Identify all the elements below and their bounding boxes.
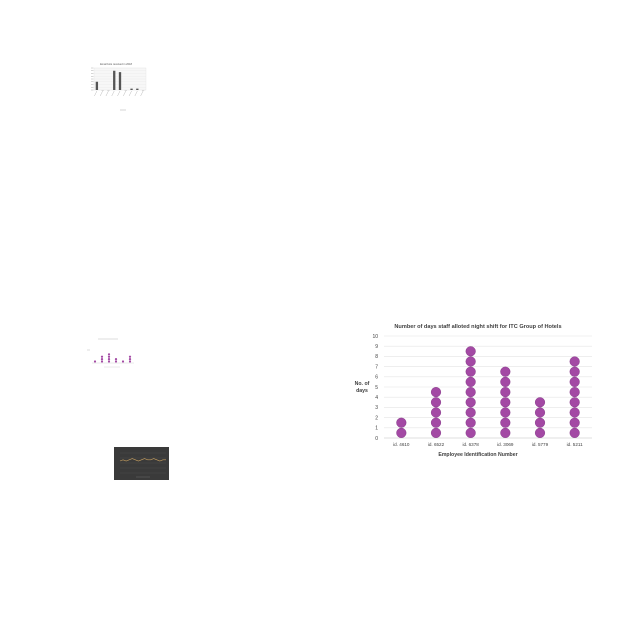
thumbnail-x-label-mark — [129, 91, 132, 96]
x-tick-label: id. 5211 — [567, 442, 583, 447]
thumbnail-x-label-mark — [100, 91, 103, 96]
chart-dot — [431, 408, 441, 418]
chart-dot — [500, 367, 510, 377]
thumbnail-bar — [119, 72, 121, 90]
chart-dot — [500, 418, 510, 428]
thumbnail-dot — [129, 360, 131, 362]
y-axis-label: No. of days — [355, 381, 370, 394]
y-tick-label: 7 — [375, 364, 378, 370]
thumbnail-dot-chart — [84, 336, 140, 370]
chart-dot — [570, 377, 580, 387]
chart-dot — [570, 357, 580, 367]
chart-dot — [570, 418, 580, 428]
thumbnail-bar-chart: Email bots received in 2018 — [82, 60, 150, 114]
y-tick-label: 3 — [375, 405, 378, 411]
thumbnail-dot — [108, 356, 110, 358]
chart-dot — [431, 397, 441, 407]
chart-dot — [570, 397, 580, 407]
chart-dot — [535, 428, 545, 438]
y-tick-label: 8 — [375, 354, 378, 360]
chart-dot — [431, 418, 441, 428]
thumbnail-bar-chart-svg: Email bots received in 2018 — [82, 60, 150, 114]
x-tick-label: id. 3069 — [497, 442, 514, 447]
thumbnail-dot — [115, 360, 117, 362]
chart-dot — [466, 367, 476, 377]
chart-dot — [466, 428, 476, 438]
chart-dot — [466, 377, 476, 387]
y-tick-label: 5 — [375, 385, 378, 391]
y-tick-label: 6 — [375, 375, 378, 381]
thumbnail-dark-line-chart — [114, 447, 169, 480]
thumbnail-x-label-mark — [118, 91, 121, 96]
thumbnail-dot — [108, 360, 110, 362]
chart-dot — [535, 418, 545, 428]
chart-dot — [500, 408, 510, 418]
chart-dot — [570, 367, 580, 377]
x-tick-label: id. 6378 — [462, 442, 479, 447]
main-chart: Number of days staff alloted night shift… — [340, 318, 600, 460]
thumbnail-dot — [122, 360, 124, 362]
chart-dot — [466, 387, 476, 397]
main-chart-svg: Number of days staff alloted night shift… — [340, 318, 600, 460]
chart-dot — [431, 428, 441, 438]
thumbnail-dot — [115, 358, 117, 360]
thumbnail-dot — [129, 358, 131, 360]
thumbnail-dot — [129, 356, 131, 358]
y-tick-label: 2 — [375, 415, 378, 421]
chart-dot — [466, 408, 476, 418]
chart-dot — [500, 377, 510, 387]
chart-dot — [500, 397, 510, 407]
thumbnail-dot — [101, 358, 103, 360]
y-tick-label: 10 — [372, 334, 378, 340]
chart-dot — [500, 428, 510, 438]
y-tick-label: 4 — [375, 395, 378, 401]
chart-dot — [431, 387, 441, 397]
chart-dot — [570, 408, 580, 418]
thumbnail-dot-chart-svg — [84, 336, 140, 370]
chart-dot — [466, 397, 476, 407]
x-tick-label: id. 4610 — [393, 442, 410, 447]
thumbnail-x-label-mark — [141, 91, 144, 96]
thumbnail-x-label-mark — [135, 91, 138, 96]
thumbnail-dot — [108, 358, 110, 360]
chart-dot — [535, 397, 545, 407]
thumbnail-bar — [130, 89, 132, 90]
thumbnail-bar — [136, 89, 138, 90]
thumbnail-bar — [113, 71, 115, 90]
thumbnail-bar-title: Email bots received in 2018 — [100, 62, 132, 66]
thumbnail-bar — [96, 82, 98, 90]
x-tick-label: id. 5779 — [532, 442, 549, 447]
chart-title: Number of days staff alloted night shift… — [394, 324, 561, 330]
thumbnail-dot — [101, 360, 103, 362]
thumbnail-dot — [108, 353, 110, 355]
chart-dot — [570, 428, 580, 438]
thumbnail-x-label-mark — [94, 91, 97, 96]
chart-dot — [466, 346, 476, 356]
thumbnail-dark-line-chart-svg — [114, 447, 169, 480]
thumbnail-x-label-mark — [123, 91, 126, 96]
thumbnail-x-label-mark — [112, 91, 115, 96]
chart-dot — [466, 357, 476, 367]
thumbnail-dark-background — [114, 447, 169, 480]
chart-dot — [500, 387, 510, 397]
y-tick-label: 0 — [375, 436, 378, 442]
y-tick-label: 9 — [375, 344, 378, 350]
x-tick-label: id. 6522 — [428, 442, 445, 447]
thumbnail-x-label-mark — [106, 91, 109, 96]
chart-dot — [535, 408, 545, 418]
y-tick-label: 1 — [375, 426, 378, 432]
chart-dot — [466, 418, 476, 428]
chart-dot — [570, 387, 580, 397]
x-axis-label: Employee Identification Number — [438, 452, 517, 458]
thumbnail-dot — [94, 360, 96, 362]
thumbnail-dot — [101, 356, 103, 358]
chart-dot — [396, 418, 406, 428]
chart-dot — [396, 428, 406, 438]
